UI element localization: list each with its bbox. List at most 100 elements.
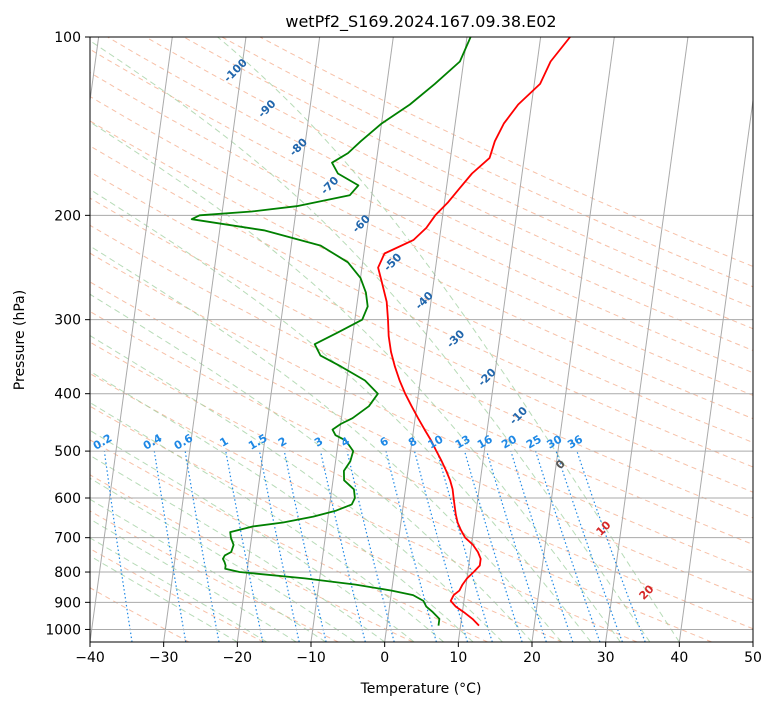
x-tick-label: −30: [149, 650, 179, 666]
dry-adiabat: [221, 37, 753, 288]
x-tick-label: 20: [523, 650, 541, 666]
moist-adiabat: [90, 498, 326, 642]
y-tick-label: 400: [54, 387, 81, 403]
mixing-ratio-line: [184, 451, 220, 642]
mixing-ratio-line: [103, 451, 133, 642]
moist-adiabat: [90, 245, 562, 642]
dry-adiabat: [90, 120, 753, 444]
x-tick-label: −40: [75, 650, 105, 666]
mixing-ratio-line: [413, 450, 469, 642]
dry-adiabat: [90, 310, 753, 630]
dry-adiabat: [107, 37, 753, 352]
y-axis-label: Pressure (hPa): [12, 290, 28, 390]
x-axis-label: Temperature (°C): [360, 681, 482, 697]
y-tick-label: 200: [54, 208, 81, 224]
mixing-ratio-label: 25: [524, 433, 544, 452]
moist-adiabat: [217, 37, 680, 642]
dry-adiabat: [90, 145, 753, 468]
y-tick-label: 300: [54, 313, 81, 329]
isotherm: [457, 37, 542, 642]
plot-frame: [89, 36, 754, 643]
mixing-ratio-line: [436, 450, 493, 642]
y-tick-label: 600: [54, 491, 81, 507]
dry-adiabat-label: 10: [594, 518, 614, 538]
x-tick-label: 50: [744, 650, 762, 666]
x-tick-label: −10: [296, 650, 326, 666]
isotherm: [752, 638, 753, 642]
mixing-ratio-line: [385, 450, 437, 642]
moist-adiabat-label: -30: [444, 327, 467, 350]
isotherm: [384, 37, 468, 642]
dry-adiabat: [90, 548, 264, 642]
mixing-ratio-label: 2: [276, 435, 289, 450]
moist-adiabat: [90, 402, 444, 642]
mixing-ratio-label: 8: [406, 435, 419, 450]
mixing-ratio-line: [283, 450, 327, 642]
dry-adiabat: [90, 72, 753, 396]
plot-area: -100-90-80-70-60-50-40-30-20-100.1 0.2 0.4…: [90, 37, 753, 642]
dry-adiabat: [90, 281, 753, 601]
mixing-ratio-label: 0.2: [91, 432, 114, 453]
moist-adiabat: [90, 537, 268, 642]
mixing-ratio-line: [555, 450, 623, 642]
y-tick-label: 800: [54, 565, 81, 581]
y-tick-label: 1000: [45, 622, 81, 638]
moist-adiabat: [90, 188, 592, 642]
dry-adiabat: [90, 252, 753, 573]
moist-adiabat: [90, 293, 533, 642]
moist-adiabat: [90, 121, 621, 642]
mixing-ratio-label: 1: [217, 435, 230, 450]
dry-adiabat: [90, 48, 753, 374]
dry-adiabat: [90, 224, 753, 546]
isotherm: [605, 37, 689, 642]
dry-adiabat: [90, 373, 638, 642]
mixing-ratio-label: 16: [475, 432, 495, 451]
chart-title: wetPf2_S169.2024.167.09.38.E02: [285, 12, 556, 32]
dry-adiabat: [90, 439, 488, 642]
dry-adiabat: [90, 95, 753, 420]
moist-adiabat-label: -80: [287, 135, 310, 158]
x-tick-label: 40: [670, 650, 688, 666]
moist-adiabat: [90, 454, 385, 642]
isotherm: [236, 37, 321, 642]
mixing-ratio-line: [576, 450, 646, 642]
y-tick-label: 900: [54, 595, 81, 611]
mixing-ratio-line: [153, 451, 187, 642]
moist-adiabat: [90, 40, 651, 642]
isotherm: [163, 37, 247, 642]
mixing-ratio-label: 0.4: [141, 431, 165, 452]
dry-adiabat: [90, 474, 414, 642]
isotherm: [90, 37, 100, 105]
isotherm: [531, 37, 615, 642]
mixing-ratio-label: 13: [453, 433, 473, 452]
y-tick-label: 500: [54, 444, 81, 460]
axes: −40 −30 −20 −10 0 10 20 30 40 5010020030040050060…: [45, 30, 762, 666]
dry-adiabat: [183, 37, 753, 309]
moist-adiabat: [90, 334, 503, 642]
x-tick-label: 0: [380, 650, 389, 666]
mixing-ratio-label: 20: [499, 432, 519, 451]
mixing-ratio-line: [535, 450, 601, 642]
mixing-ratio-label: 36: [565, 432, 585, 451]
dry-adiabat: [90, 510, 339, 642]
dry-adiabat: [90, 197, 753, 519]
mixing-ratio-line: [510, 450, 574, 642]
mixing-ratio-line: [486, 450, 547, 642]
mixing-ratio-line: [258, 450, 300, 642]
moist-adiabat-label: -90: [255, 97, 278, 120]
y-tick-label: 700: [54, 531, 81, 547]
temperature-profile-line: [377, 37, 571, 627]
isotherm: [678, 96, 753, 642]
isotherm: [90, 37, 173, 642]
mixing-ratio-line: [464, 450, 523, 642]
mixing-ratio-line: [225, 450, 264, 642]
dry-adiabat: [90, 341, 712, 642]
moist-adiabat: [90, 518, 297, 642]
dry-adiabat-label: 20: [637, 582, 657, 602]
x-tick-label: −20: [223, 650, 253, 666]
dry-adiabat: [145, 37, 753, 330]
dewpoint-profile-line: [190, 37, 472, 626]
mixing-ratio-line: [319, 450, 366, 642]
mixing-ratio-line: [346, 450, 395, 642]
